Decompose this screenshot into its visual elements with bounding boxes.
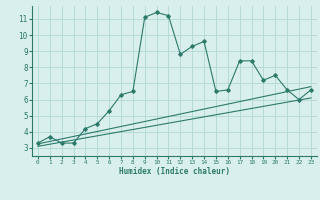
X-axis label: Humidex (Indice chaleur): Humidex (Indice chaleur) (119, 167, 230, 176)
